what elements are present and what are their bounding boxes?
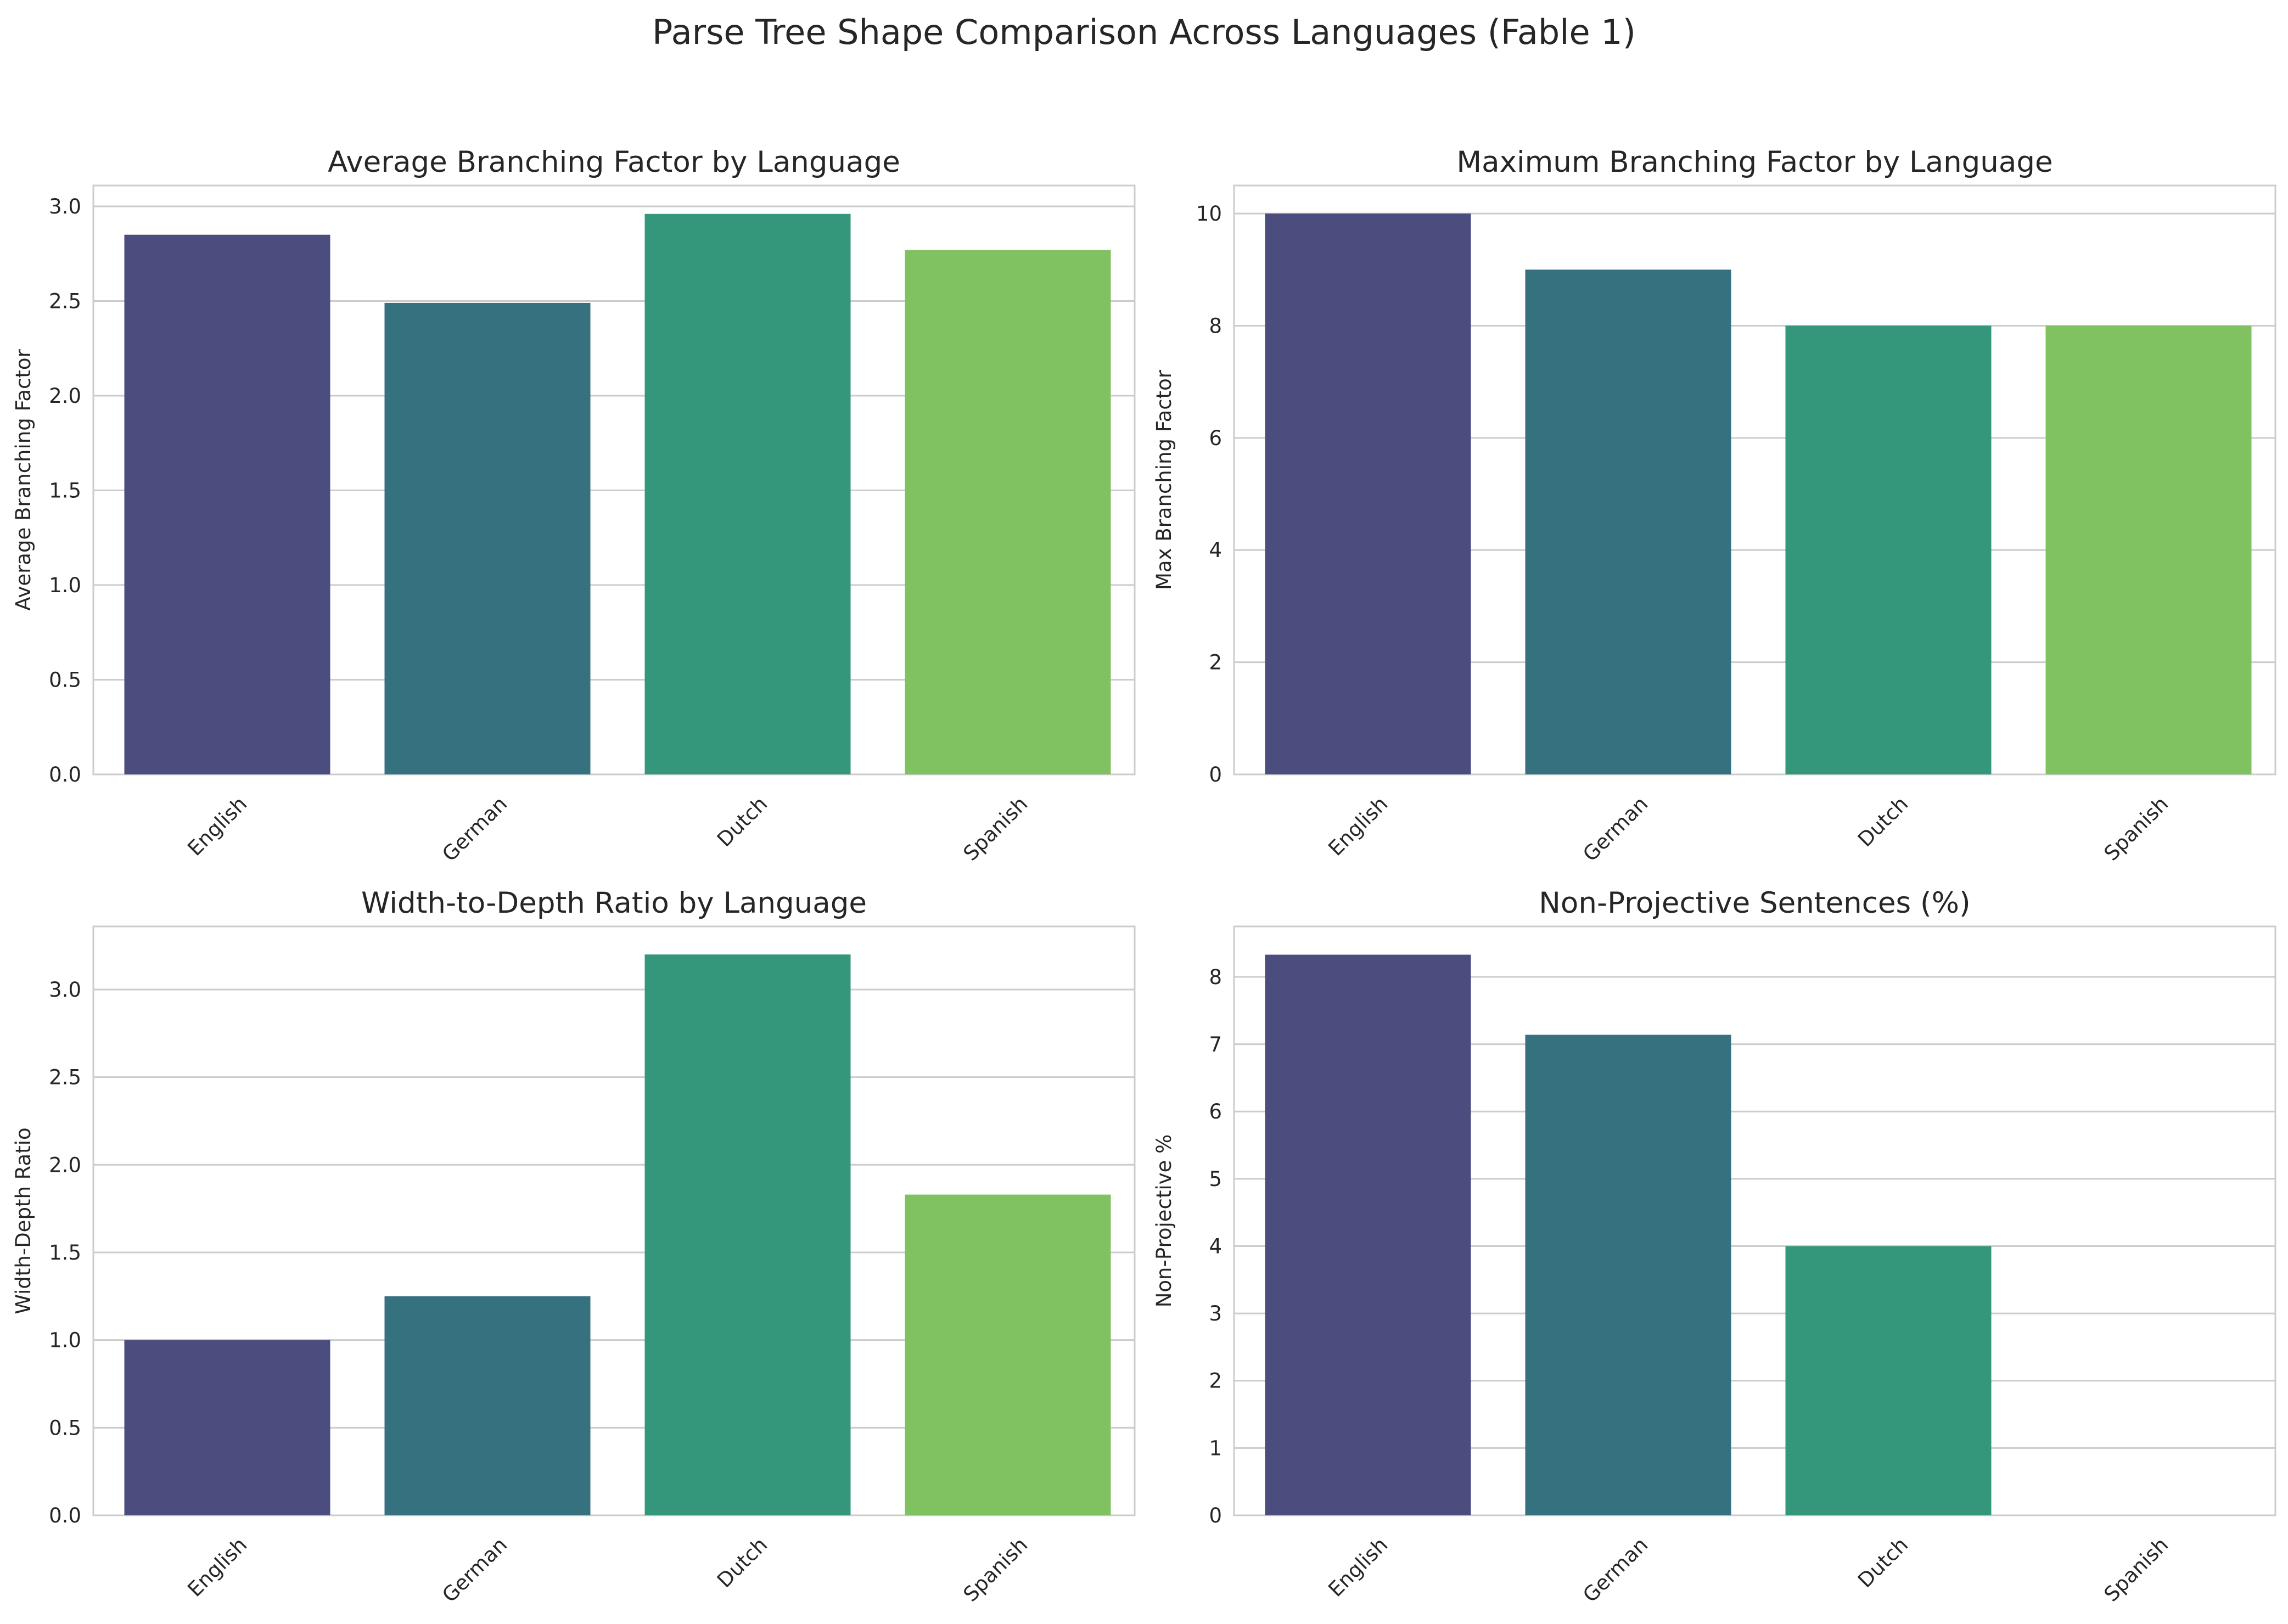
y-tick-label: 1 [1209, 1436, 1222, 1460]
chart-panel-1: 0.0 0.5 1.0 1.5 2.0 2.5 3.0 English German Dutch S… [12, 145, 1136, 866]
x-tick-label: English [183, 1533, 251, 1601]
panel-title: Average Branching Factor by Language [328, 145, 900, 179]
y-tick-label: 1.5 [49, 1241, 81, 1265]
bar-english [1265, 213, 1471, 775]
bar-english [124, 1340, 330, 1515]
y-tick-label: 5 [1209, 1167, 1222, 1191]
x-tick-label: English [183, 792, 251, 861]
y-axis-label: Non-Projective % [1152, 1134, 1176, 1308]
x-tick-label: German [438, 792, 512, 866]
y-tick-label: 4 [1209, 538, 1222, 562]
y-tick-label: 7 [1209, 1033, 1222, 1057]
y-axis-label: Max Branching Factor [1152, 369, 1176, 590]
y-tick-label: 2.5 [49, 289, 81, 313]
x-tick-label: Spanish [2100, 792, 2173, 866]
x-tick-label: English [1324, 1533, 1392, 1601]
bar-german [1525, 269, 1731, 774]
bar-english [1265, 954, 1471, 1515]
bar-spanish [2045, 325, 2252, 774]
chart-panel-3: 0.0 0.5 1.0 1.5 2.0 2.5 3.0 English German Dutch S… [12, 886, 1136, 1607]
bar-spanish [905, 250, 1111, 774]
y-tick-label: 0 [1209, 1504, 1222, 1527]
y-tick-label: 0 [1209, 763, 1222, 786]
panel-title: Non-Projective Sentences (%) [1539, 886, 1970, 920]
y-tick-label: 2.0 [49, 1153, 81, 1177]
x-tick-label: Spanish [959, 792, 1033, 866]
chart-panel-2: 0 2 4 6 8 10 English German Dutch Spanish Maximum … [1152, 145, 2276, 866]
bar-dutch [1785, 1246, 1992, 1515]
bar-german [1525, 1035, 1731, 1515]
y-tick-label: 8 [1209, 965, 1222, 989]
y-tick-label: 8 [1209, 314, 1222, 338]
x-tick-label: Dutch [713, 792, 772, 851]
y-tick-label: 0.0 [49, 1504, 81, 1527]
y-tick-label: 0.0 [49, 763, 81, 786]
bar-dutch [644, 213, 851, 774]
x-tick-label: Spanish [959, 1533, 1033, 1606]
x-tick-label: German [438, 1533, 512, 1607]
x-tick-label: Dutch [713, 1533, 772, 1592]
y-axis-label: Average Branching Factor [12, 349, 35, 610]
bar-dutch [1785, 325, 1992, 774]
y-tick-label: 1.0 [49, 574, 81, 597]
y-tick-label: 4 [1209, 1234, 1222, 1258]
x-tick-label: German [1578, 1533, 1652, 1607]
y-tick-label: 2.5 [49, 1066, 81, 1089]
bar-english [124, 234, 330, 774]
y-tick-label: 3 [1209, 1302, 1222, 1325]
panel-title: Width-to-Depth Ratio by Language [361, 886, 867, 920]
y-axis-label: Width-Depth Ratio [12, 1127, 35, 1314]
bar-spanish [905, 1194, 1111, 1515]
bar-dutch [644, 954, 851, 1515]
figure-title: Parse Tree Shape Comparison Across Langu… [652, 12, 1636, 52]
bar-german [384, 302, 591, 774]
y-tick-label: 1.5 [49, 479, 81, 502]
x-tick-label: Dutch [1853, 792, 1913, 851]
y-tick-label: 1.0 [49, 1329, 81, 1352]
x-tick-label: Spanish [2100, 1533, 2173, 1606]
x-tick-label: Dutch [1853, 1533, 1913, 1592]
y-tick-label: 2.0 [49, 384, 81, 408]
y-tick-label: 6 [1209, 1100, 1222, 1123]
y-tick-label: 10 [1196, 202, 1222, 226]
y-tick-label: 6 [1209, 426, 1222, 450]
y-tick-label: 0.5 [49, 668, 81, 692]
x-tick-label: English [1324, 792, 1392, 861]
y-tick-label: 2 [1209, 1369, 1222, 1393]
y-tick-label: 2 [1209, 651, 1222, 675]
y-tick-label: 3.0 [49, 978, 81, 1002]
chart-panel-4: 0 1 2 3 4 5 6 7 8 English German Dutch Spanish Non-Pr… [1152, 886, 2276, 1607]
panel-title: Maximum Branching Factor by Language [1456, 145, 2053, 179]
y-tick-label: 3.0 [49, 195, 81, 218]
x-tick-label: German [1578, 792, 1652, 866]
bar-german [384, 1296, 591, 1515]
y-tick-label: 0.5 [49, 1416, 81, 1440]
